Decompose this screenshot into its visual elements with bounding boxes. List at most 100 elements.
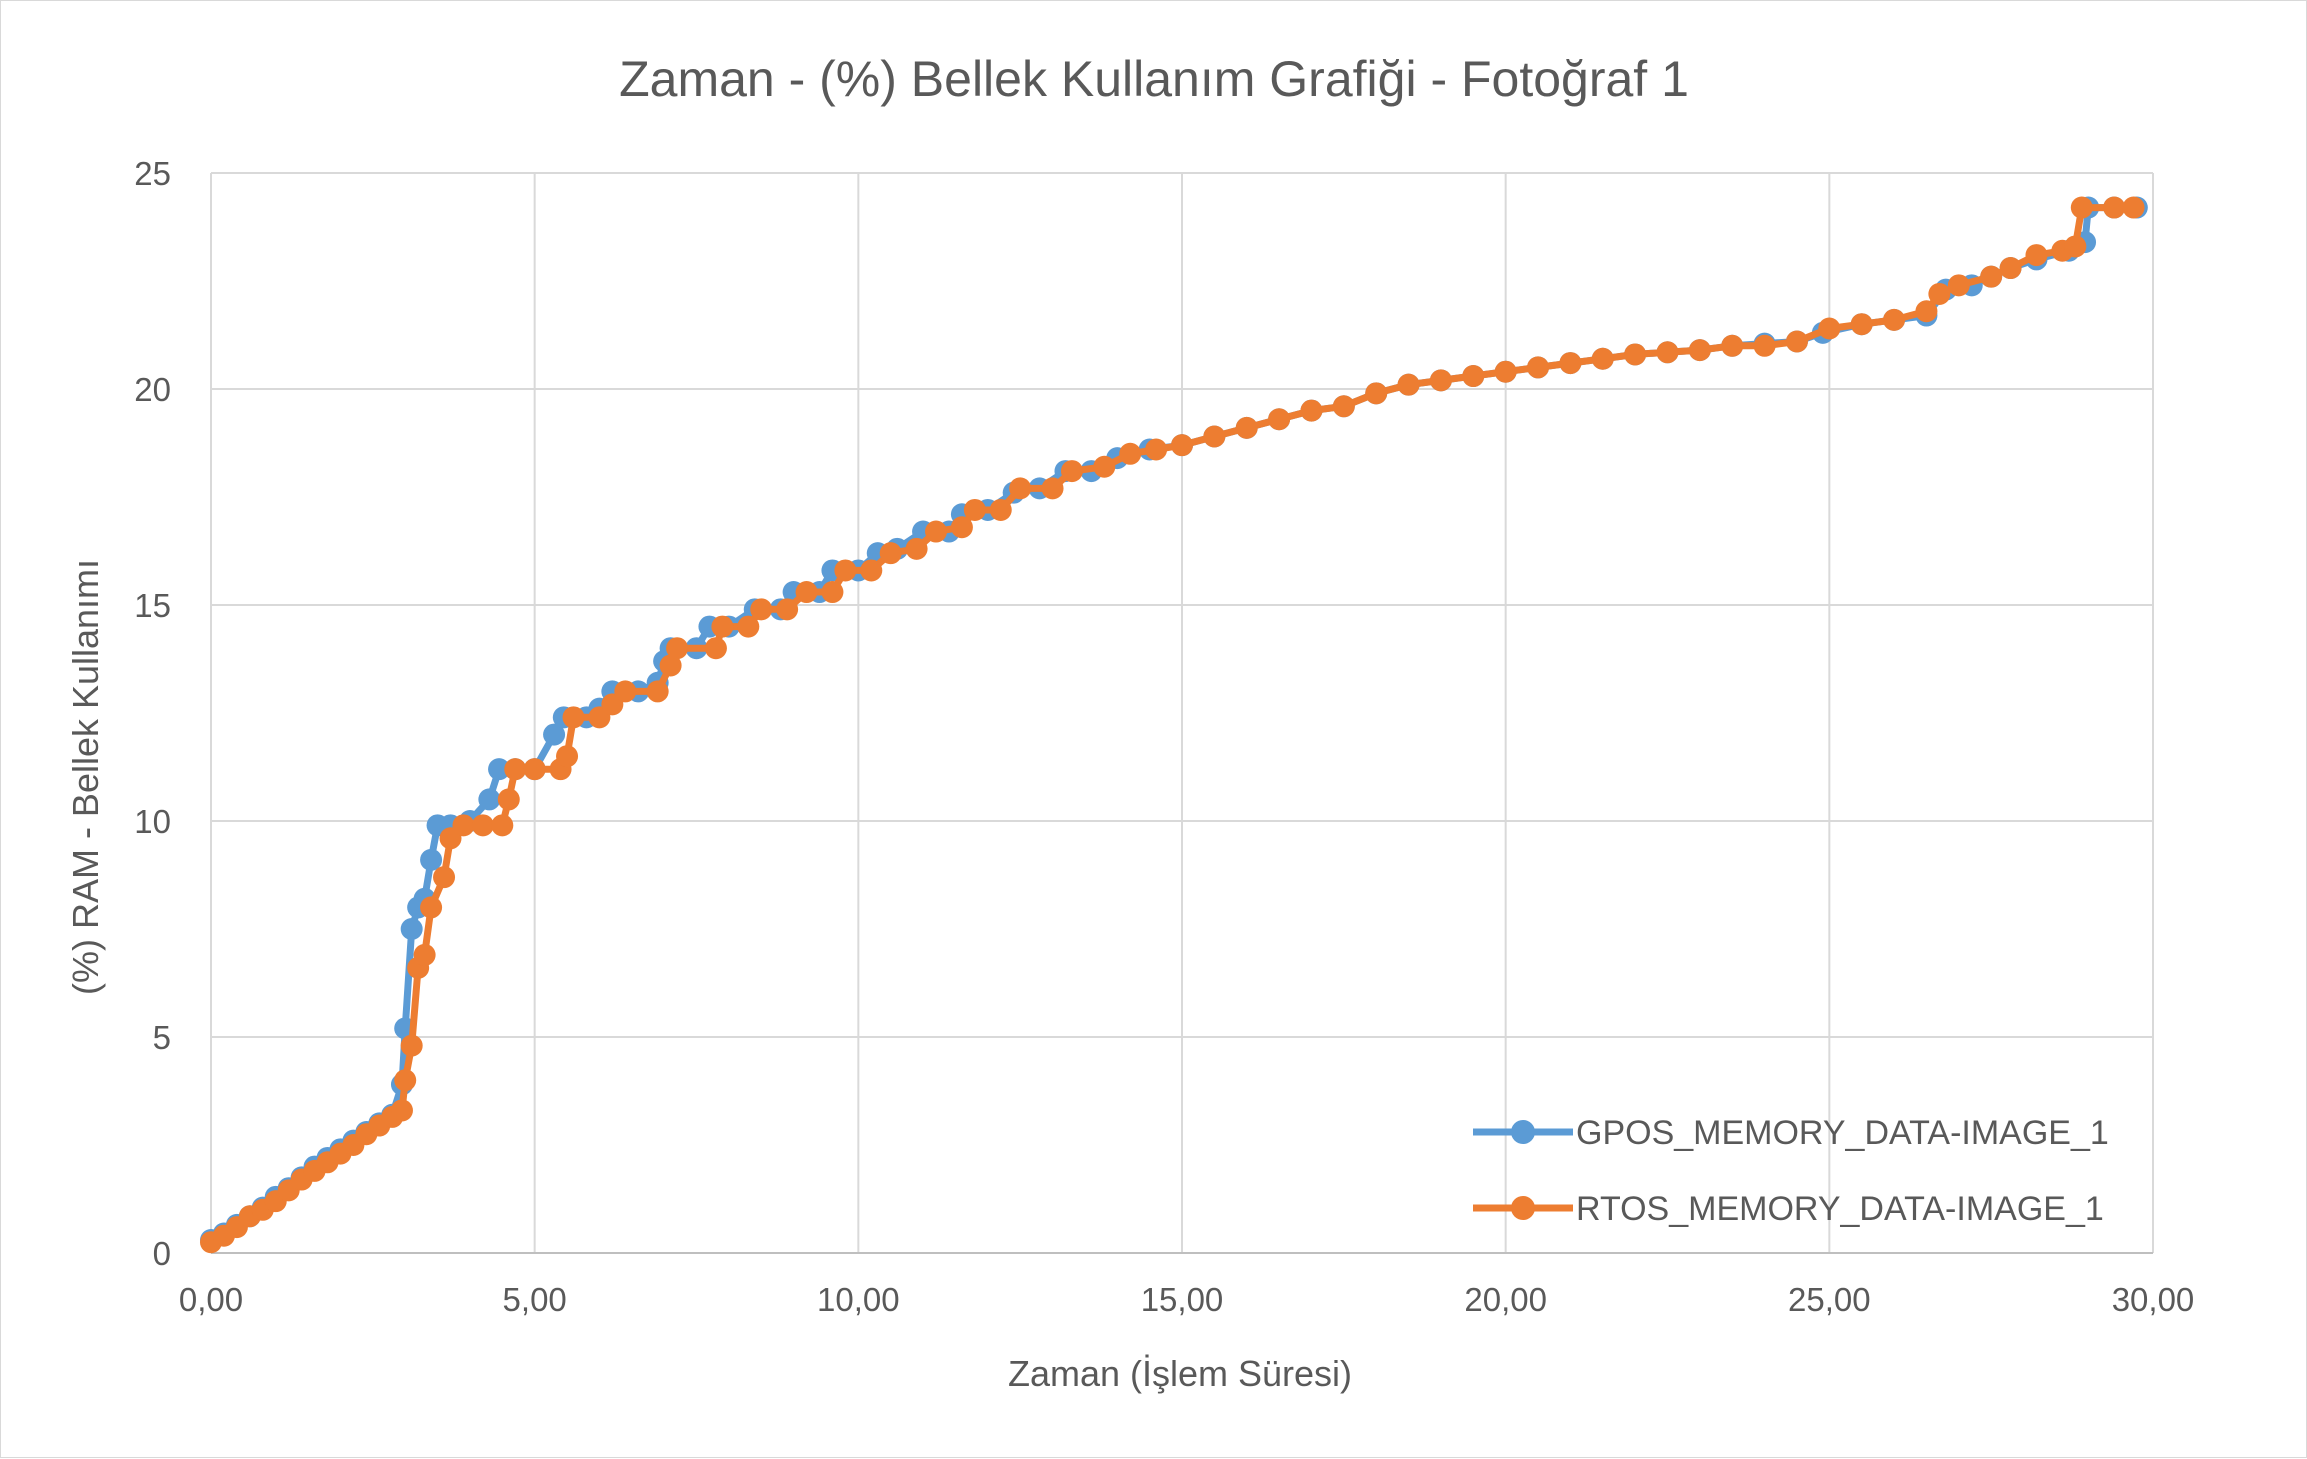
data-point xyxy=(1785,330,1808,353)
data-point xyxy=(879,542,902,565)
data-point xyxy=(1818,317,1841,340)
data-point xyxy=(1171,434,1193,457)
data-point xyxy=(1332,395,1355,418)
legend-item: GPOS_MEMORY_DATA-IMAGE_1 xyxy=(1473,1114,2109,1152)
data-point xyxy=(737,615,760,638)
data-point xyxy=(1462,365,1485,388)
y-tick-label: 20 xyxy=(134,371,171,408)
series-1 xyxy=(200,196,2148,1252)
data-point xyxy=(1494,360,1517,383)
data-point xyxy=(2122,196,2145,219)
data-point xyxy=(1559,352,1582,375)
data-point xyxy=(776,598,799,621)
data-point xyxy=(523,758,546,781)
data-point xyxy=(1753,334,1776,357)
data-point xyxy=(1915,300,1938,323)
data-point xyxy=(905,537,928,560)
data-point xyxy=(491,814,514,837)
data-point xyxy=(400,1034,423,1057)
legend-swatch-marker xyxy=(1511,1120,1535,1144)
tick-labels: 0 5 10 15 20 25 0,00 5,00 10,00 15,00 20,00 25,00 30… xyxy=(134,155,2194,1318)
data-point xyxy=(420,896,443,919)
x-tick-label: 15,00 xyxy=(1141,1281,1224,1318)
data-point xyxy=(504,758,527,781)
data-point xyxy=(821,581,844,604)
x-tick-label: 20,00 xyxy=(1464,1281,1547,1318)
data-point xyxy=(2103,196,2126,219)
data-point xyxy=(2025,244,2048,267)
data-point xyxy=(1009,477,1032,500)
data-point xyxy=(1119,442,1142,465)
data-point xyxy=(1850,313,1873,336)
data-point xyxy=(963,498,986,521)
data-point xyxy=(1060,460,1083,483)
y-tick-label: 0 xyxy=(153,1235,171,1272)
y-axis-title: (%) RAM - Bellek Kullanımı xyxy=(65,559,106,995)
data-point xyxy=(795,581,818,604)
data-point xyxy=(478,788,501,811)
legend-swatch-marker xyxy=(1511,1196,1535,1220)
data-point xyxy=(1624,343,1647,366)
chart-title: Zaman - (%) Bellek Kullanım Grafiği - Fo… xyxy=(619,51,1689,107)
data-point xyxy=(488,758,511,781)
data-point xyxy=(433,866,456,889)
data-point xyxy=(1999,257,2022,280)
data-point xyxy=(543,723,566,746)
gridlines xyxy=(210,172,2154,1253)
data-point xyxy=(1041,477,1064,500)
data-point xyxy=(1268,408,1291,431)
data-point xyxy=(860,559,883,582)
data-point xyxy=(950,516,973,539)
y-tick-label: 15 xyxy=(134,587,171,624)
data-point xyxy=(989,498,1012,521)
data-point xyxy=(614,680,637,703)
data-point xyxy=(562,706,585,729)
x-axis-title: Zaman (İşlem Süresi) xyxy=(1008,1353,1352,1394)
data-point xyxy=(471,814,494,837)
data-point xyxy=(1429,369,1452,392)
data-point xyxy=(2064,235,2087,258)
data-point xyxy=(420,848,443,871)
data-point xyxy=(1397,373,1420,396)
series-layer xyxy=(200,196,2148,1254)
x-tick-label: 10,00 xyxy=(817,1281,900,1318)
data-point xyxy=(2070,196,2093,219)
data-point xyxy=(1883,308,1906,331)
data-point xyxy=(925,520,948,543)
data-point xyxy=(1203,425,1226,448)
data-point xyxy=(659,654,682,677)
data-point xyxy=(1093,455,1116,478)
data-point xyxy=(1721,334,1744,357)
x-tick-label: 0,00 xyxy=(179,1281,243,1318)
legend-item: RTOS_MEMORY_DATA-IMAGE_1 xyxy=(1473,1190,2104,1228)
series-line xyxy=(209,204,2134,1246)
y-tick-label: 10 xyxy=(134,803,171,840)
data-point xyxy=(646,680,669,703)
x-tick-label: 25,00 xyxy=(1788,1281,1871,1318)
data-point xyxy=(704,637,727,660)
data-point xyxy=(711,615,734,638)
data-point xyxy=(400,918,423,940)
data-point xyxy=(1145,438,1168,461)
legend-label: RTOS_MEMORY_DATA-IMAGE_1 xyxy=(1576,1190,2104,1228)
y-tick-label: 5 xyxy=(153,1019,171,1056)
data-point xyxy=(1947,274,1970,297)
legend: GPOS_MEMORY_DATA-IMAGE_1 RTOS_MEMORY_DATA… xyxy=(1473,1114,2109,1228)
data-point xyxy=(390,1099,413,1122)
data-point xyxy=(452,814,475,837)
data-point xyxy=(666,637,689,660)
data-point xyxy=(394,1069,417,1092)
data-point xyxy=(556,745,579,768)
data-point xyxy=(1527,356,1550,379)
series-line xyxy=(209,204,2137,1244)
data-point xyxy=(1656,341,1679,364)
series-2 xyxy=(200,196,2145,1254)
data-point xyxy=(1980,265,2003,288)
data-point xyxy=(1235,416,1258,439)
data-point xyxy=(834,559,857,582)
data-point xyxy=(497,788,520,811)
x-tick-label: 5,00 xyxy=(503,1281,567,1318)
data-point xyxy=(1688,339,1711,362)
data-point xyxy=(1928,282,1951,305)
